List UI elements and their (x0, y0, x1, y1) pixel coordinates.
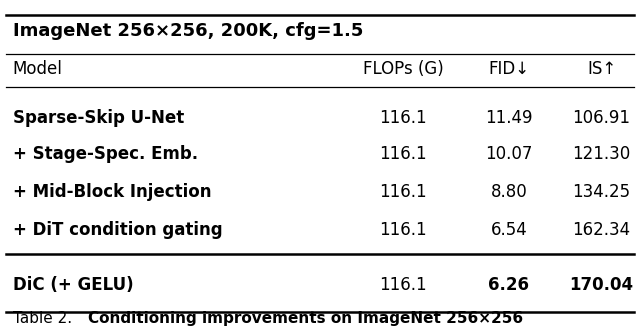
Text: FLOPs (G): FLOPs (G) (363, 60, 444, 78)
Text: FID↓: FID↓ (488, 60, 529, 78)
Text: 170.04: 170.04 (570, 277, 634, 294)
Text: Sparse-Skip U-Net: Sparse-Skip U-Net (13, 109, 184, 127)
Text: Table 2.: Table 2. (13, 311, 82, 326)
Text: Model: Model (13, 60, 63, 78)
Text: 116.1: 116.1 (380, 221, 427, 238)
Text: 11.49: 11.49 (485, 109, 532, 127)
Text: ImageNet 256×256, 200K, cfg=1.5: ImageNet 256×256, 200K, cfg=1.5 (13, 22, 363, 40)
Text: 116.1: 116.1 (380, 277, 427, 294)
Text: 162.34: 162.34 (573, 221, 630, 238)
Text: 116.1: 116.1 (380, 109, 427, 127)
Text: 116.1: 116.1 (380, 145, 427, 163)
Text: DiC (+ GELU): DiC (+ GELU) (13, 277, 133, 294)
Text: 8.80: 8.80 (490, 183, 527, 201)
Text: + Mid-Block Injection: + Mid-Block Injection (13, 183, 211, 201)
Text: + Stage-Spec. Emb.: + Stage-Spec. Emb. (13, 145, 198, 163)
Text: IS↑: IS↑ (587, 60, 616, 78)
Text: 116.1: 116.1 (380, 183, 427, 201)
Text: Conditioning improvements on ImageNet 256×256: Conditioning improvements on ImageNet 25… (88, 311, 524, 326)
Text: 121.30: 121.30 (572, 145, 631, 163)
Text: 6.54: 6.54 (490, 221, 527, 238)
Text: 106.91: 106.91 (573, 109, 630, 127)
Text: 134.25: 134.25 (573, 183, 630, 201)
Text: 6.26: 6.26 (488, 277, 529, 294)
Text: 10.07: 10.07 (485, 145, 532, 163)
Text: + DiT condition gating: + DiT condition gating (13, 221, 223, 238)
